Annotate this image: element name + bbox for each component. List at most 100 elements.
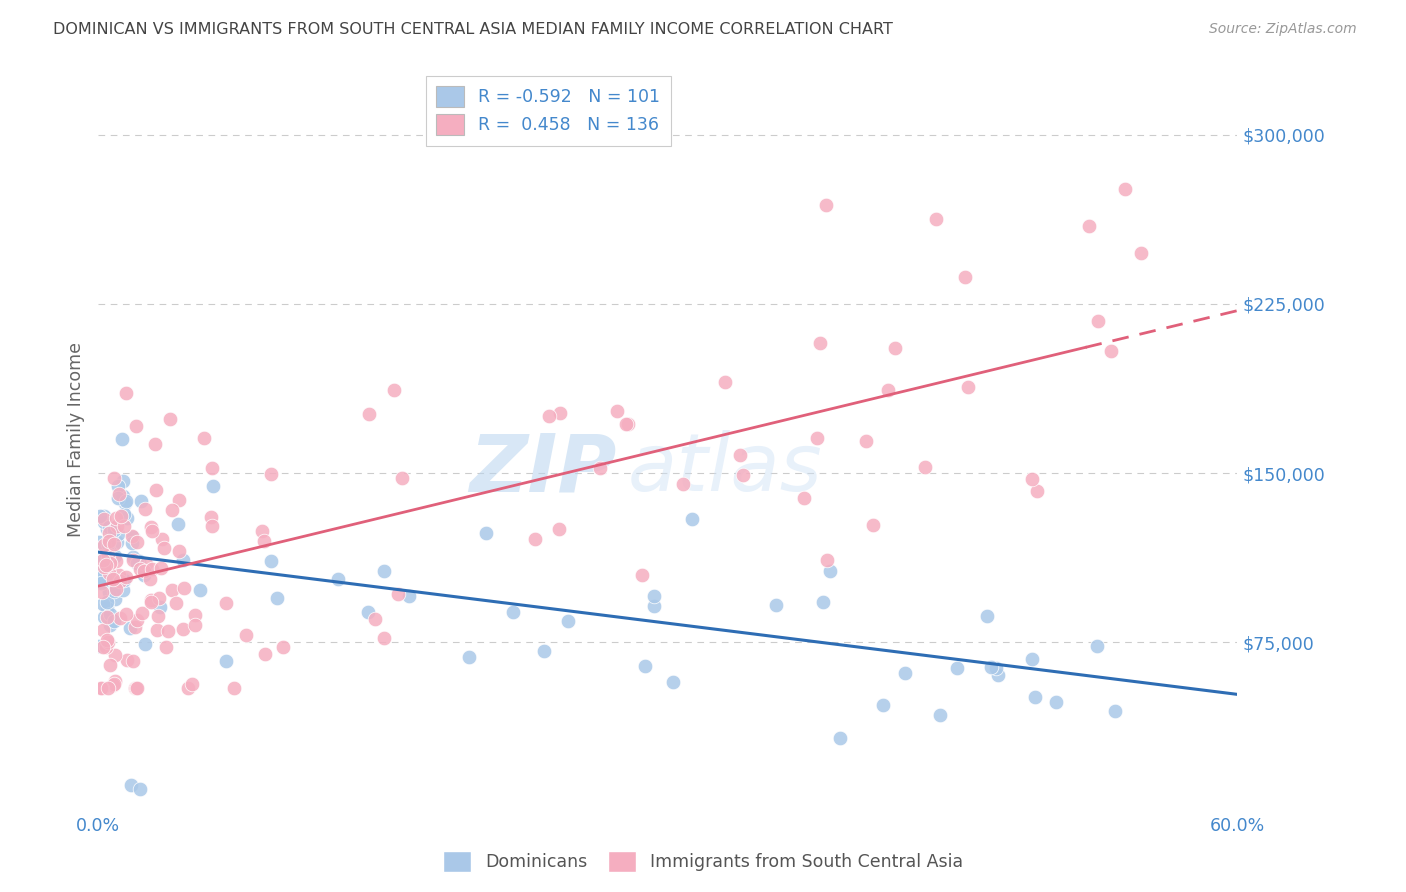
- Point: [112, 573, 135, 587]
- Point: [356, 605, 378, 619]
- Point: [1045, 695, 1067, 709]
- Point: [125, 419, 148, 434]
- Point: [167, 544, 190, 558]
- Point: [105, 582, 128, 597]
- Point: [104, 648, 127, 663]
- Point: [201, 518, 224, 533]
- Point: [391, 471, 413, 485]
- Point: [104, 674, 127, 689]
- Point: [141, 562, 163, 576]
- Point: [96, 595, 118, 609]
- Point: [172, 622, 194, 636]
- Point: [96, 522, 118, 536]
- Point: [373, 564, 395, 578]
- Point: [986, 661, 1008, 675]
- Point: [953, 269, 976, 284]
- Point: [87, 574, 110, 589]
- Point: [111, 474, 134, 488]
- Point: [110, 509, 132, 524]
- Point: [96, 609, 118, 624]
- Point: [153, 541, 176, 555]
- Point: [382, 383, 405, 397]
- Point: [87, 534, 110, 549]
- Point: [731, 468, 754, 483]
- Point: [112, 518, 135, 533]
- Point: [103, 471, 125, 485]
- Point: [90, 576, 112, 591]
- Point: [134, 564, 156, 578]
- Point: [91, 623, 114, 637]
- Point: [124, 681, 146, 695]
- Point: [976, 608, 998, 623]
- Point: [94, 558, 117, 573]
- Point: [93, 509, 115, 524]
- Point: [101, 678, 124, 692]
- Point: [266, 591, 288, 606]
- Point: [357, 407, 380, 421]
- Text: ZIP: ZIP: [470, 430, 617, 508]
- Point: [131, 606, 153, 620]
- Point: [98, 607, 121, 622]
- Point: [104, 510, 127, 524]
- Point: [200, 509, 222, 524]
- Point: [143, 437, 166, 451]
- Point: [259, 467, 281, 481]
- Point: [108, 487, 131, 501]
- Point: [524, 532, 547, 546]
- Point: [894, 665, 917, 680]
- Point: [96, 635, 118, 649]
- Point: [93, 563, 115, 577]
- Point: [1099, 344, 1122, 359]
- Point: [235, 627, 257, 641]
- Point: [548, 406, 571, 420]
- Point: [253, 533, 276, 548]
- Point: [98, 585, 121, 599]
- Point: [134, 502, 156, 516]
- Point: [90, 570, 112, 584]
- Point: [115, 653, 138, 667]
- Point: [125, 613, 148, 627]
- Point: [1077, 219, 1099, 233]
- Point: [104, 591, 127, 606]
- Point: [643, 589, 665, 603]
- Point: [828, 731, 851, 745]
- Point: [129, 782, 152, 797]
- Point: [122, 549, 145, 564]
- Point: [606, 404, 628, 418]
- Point: [104, 554, 127, 568]
- Point: [125, 681, 148, 695]
- Point: [93, 512, 115, 526]
- Point: [103, 521, 125, 535]
- Point: [193, 431, 215, 445]
- Text: DOMINICAN VS IMMIGRANTS FROM SOUTH CENTRAL ASIA MEDIAN FAMILY INCOME CORRELATION: DOMINICAN VS IMMIGRANTS FROM SOUTH CENTR…: [53, 22, 893, 37]
- Point: [112, 572, 135, 586]
- Point: [121, 530, 143, 544]
- Point: [806, 431, 828, 445]
- Point: [172, 553, 194, 567]
- Point: [634, 659, 657, 673]
- Point: [214, 654, 236, 668]
- Point: [946, 660, 969, 674]
- Point: [387, 587, 409, 601]
- Point: [93, 538, 115, 552]
- Point: [614, 417, 637, 432]
- Point: [184, 607, 207, 622]
- Point: [714, 375, 737, 389]
- Point: [1129, 246, 1152, 260]
- Point: [100, 546, 122, 560]
- Point: [475, 526, 498, 541]
- Point: [91, 597, 114, 611]
- Point: [98, 544, 121, 558]
- Point: [114, 496, 136, 510]
- Point: [134, 637, 156, 651]
- Point: [146, 609, 169, 624]
- Point: [643, 599, 665, 613]
- Point: [928, 707, 950, 722]
- Point: [201, 479, 224, 493]
- Point: [134, 568, 156, 582]
- Point: [107, 491, 129, 505]
- Point: [364, 612, 387, 626]
- Point: [254, 647, 277, 661]
- Point: [93, 560, 115, 574]
- Point: [128, 561, 150, 575]
